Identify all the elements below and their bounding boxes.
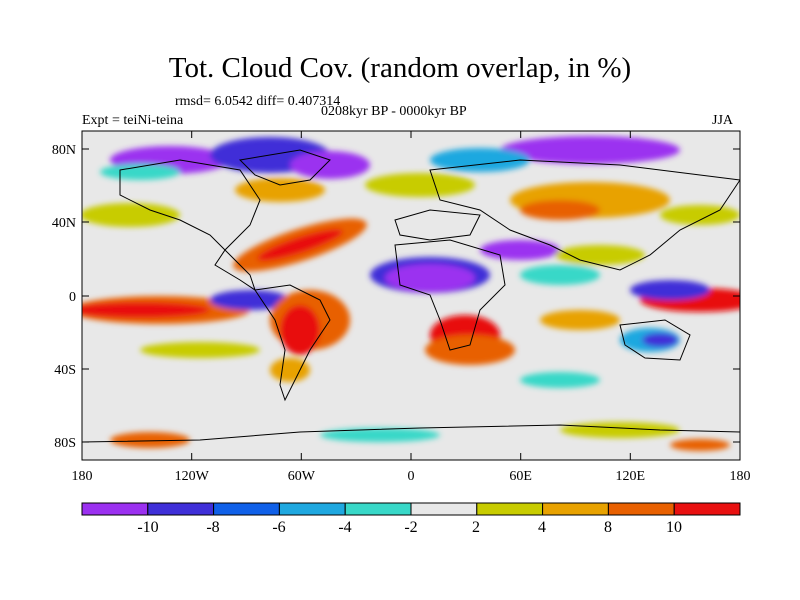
lon-tick-label: 120E xyxy=(616,469,646,484)
lon-tick-label: 60E xyxy=(509,469,532,484)
anomaly-patch xyxy=(235,178,325,202)
anomaly-patch xyxy=(642,333,678,347)
colorbar-swatch xyxy=(213,502,280,516)
anomaly-patch xyxy=(257,229,343,261)
lat-tick-label: 80N xyxy=(52,143,76,158)
colorbar-label: -4 xyxy=(338,519,352,536)
colorbar-label: 8 xyxy=(604,519,612,536)
lon-axis: 180 120W 60W 0 60E 120E 180 xyxy=(72,469,751,484)
coastlines xyxy=(82,149,740,443)
colorbar-swatch xyxy=(344,502,412,516)
lat-axis: 80N 40N 0 40S 80S xyxy=(52,143,76,451)
lon-tick-label: 60W xyxy=(288,469,316,484)
colorbar-swatch xyxy=(673,502,741,516)
anomaly-patch xyxy=(670,439,730,451)
figure-title: Tot. Cloud Cov. (random overlap, in %) xyxy=(168,52,632,84)
colorbar xyxy=(81,502,741,516)
lat-tick-label: 0 xyxy=(69,290,76,305)
anomaly-patch xyxy=(660,205,740,225)
lon-tick-marks xyxy=(81,131,741,460)
colorbar-label: 10 xyxy=(666,519,682,536)
colorbar-swatch xyxy=(476,502,544,516)
colorbar-label: 2 xyxy=(472,519,480,536)
experiment-label: Expt = teiNi-teina xyxy=(82,113,184,128)
colorbar-swatch xyxy=(410,502,478,516)
anomaly-patch xyxy=(365,173,475,197)
season-label: JJA xyxy=(712,113,734,128)
lon-tick-label: 120W xyxy=(175,469,210,484)
lat-tick-label: 40S xyxy=(54,363,76,378)
anomaly-patch xyxy=(110,432,190,448)
colorbar-swatch xyxy=(81,502,149,516)
time-period-label: 0208kyr BP - 0000kyr BP xyxy=(321,104,467,119)
anomaly-patch xyxy=(82,203,180,227)
anomaly-patch xyxy=(425,335,515,365)
anomaly-patch xyxy=(630,280,710,300)
lon-tick-label: 0 xyxy=(408,469,415,484)
anomaly-patch xyxy=(280,305,320,355)
colorbar-label: -2 xyxy=(404,519,418,536)
lat-tick-label: 40N xyxy=(52,216,76,231)
anomaly-patch xyxy=(520,372,600,388)
colorbar-swatch xyxy=(607,502,675,516)
colorbar-label: -8 xyxy=(206,519,220,536)
anomaly-patch xyxy=(520,200,600,220)
lon-tick-label: 180 xyxy=(730,469,751,484)
colorbar-swatch xyxy=(278,502,346,516)
rmsd-diff-stats: rmsd= 6.0542 diff= 0.407314 xyxy=(175,94,341,109)
colorbar-label: 4 xyxy=(538,519,546,536)
colorbar-swatch xyxy=(147,502,215,516)
colorbar-label: -10 xyxy=(137,519,159,536)
anomaly-patch xyxy=(320,428,440,442)
anomaly-patch xyxy=(210,290,290,310)
anomaly-patch xyxy=(270,358,310,382)
anomaly-patch xyxy=(290,151,370,179)
cloud-cover-field xyxy=(82,131,740,460)
anomaly-patch xyxy=(480,240,560,260)
anomaly-patch xyxy=(430,148,530,172)
lon-tick-label: 180 xyxy=(72,469,93,484)
anomaly-patch xyxy=(500,136,680,164)
anomaly-patch xyxy=(140,342,260,358)
anomaly-patch xyxy=(82,302,210,318)
anomaly-patch xyxy=(520,265,600,285)
lat-tick-label: 80S xyxy=(54,436,76,451)
anomaly-patch xyxy=(540,310,620,330)
colorbar-label: -6 xyxy=(272,519,286,536)
anomaly-patch xyxy=(555,245,645,265)
colorbar-swatch xyxy=(542,502,609,516)
lat-tick-marks xyxy=(82,148,740,443)
anomaly-patch xyxy=(385,264,475,292)
